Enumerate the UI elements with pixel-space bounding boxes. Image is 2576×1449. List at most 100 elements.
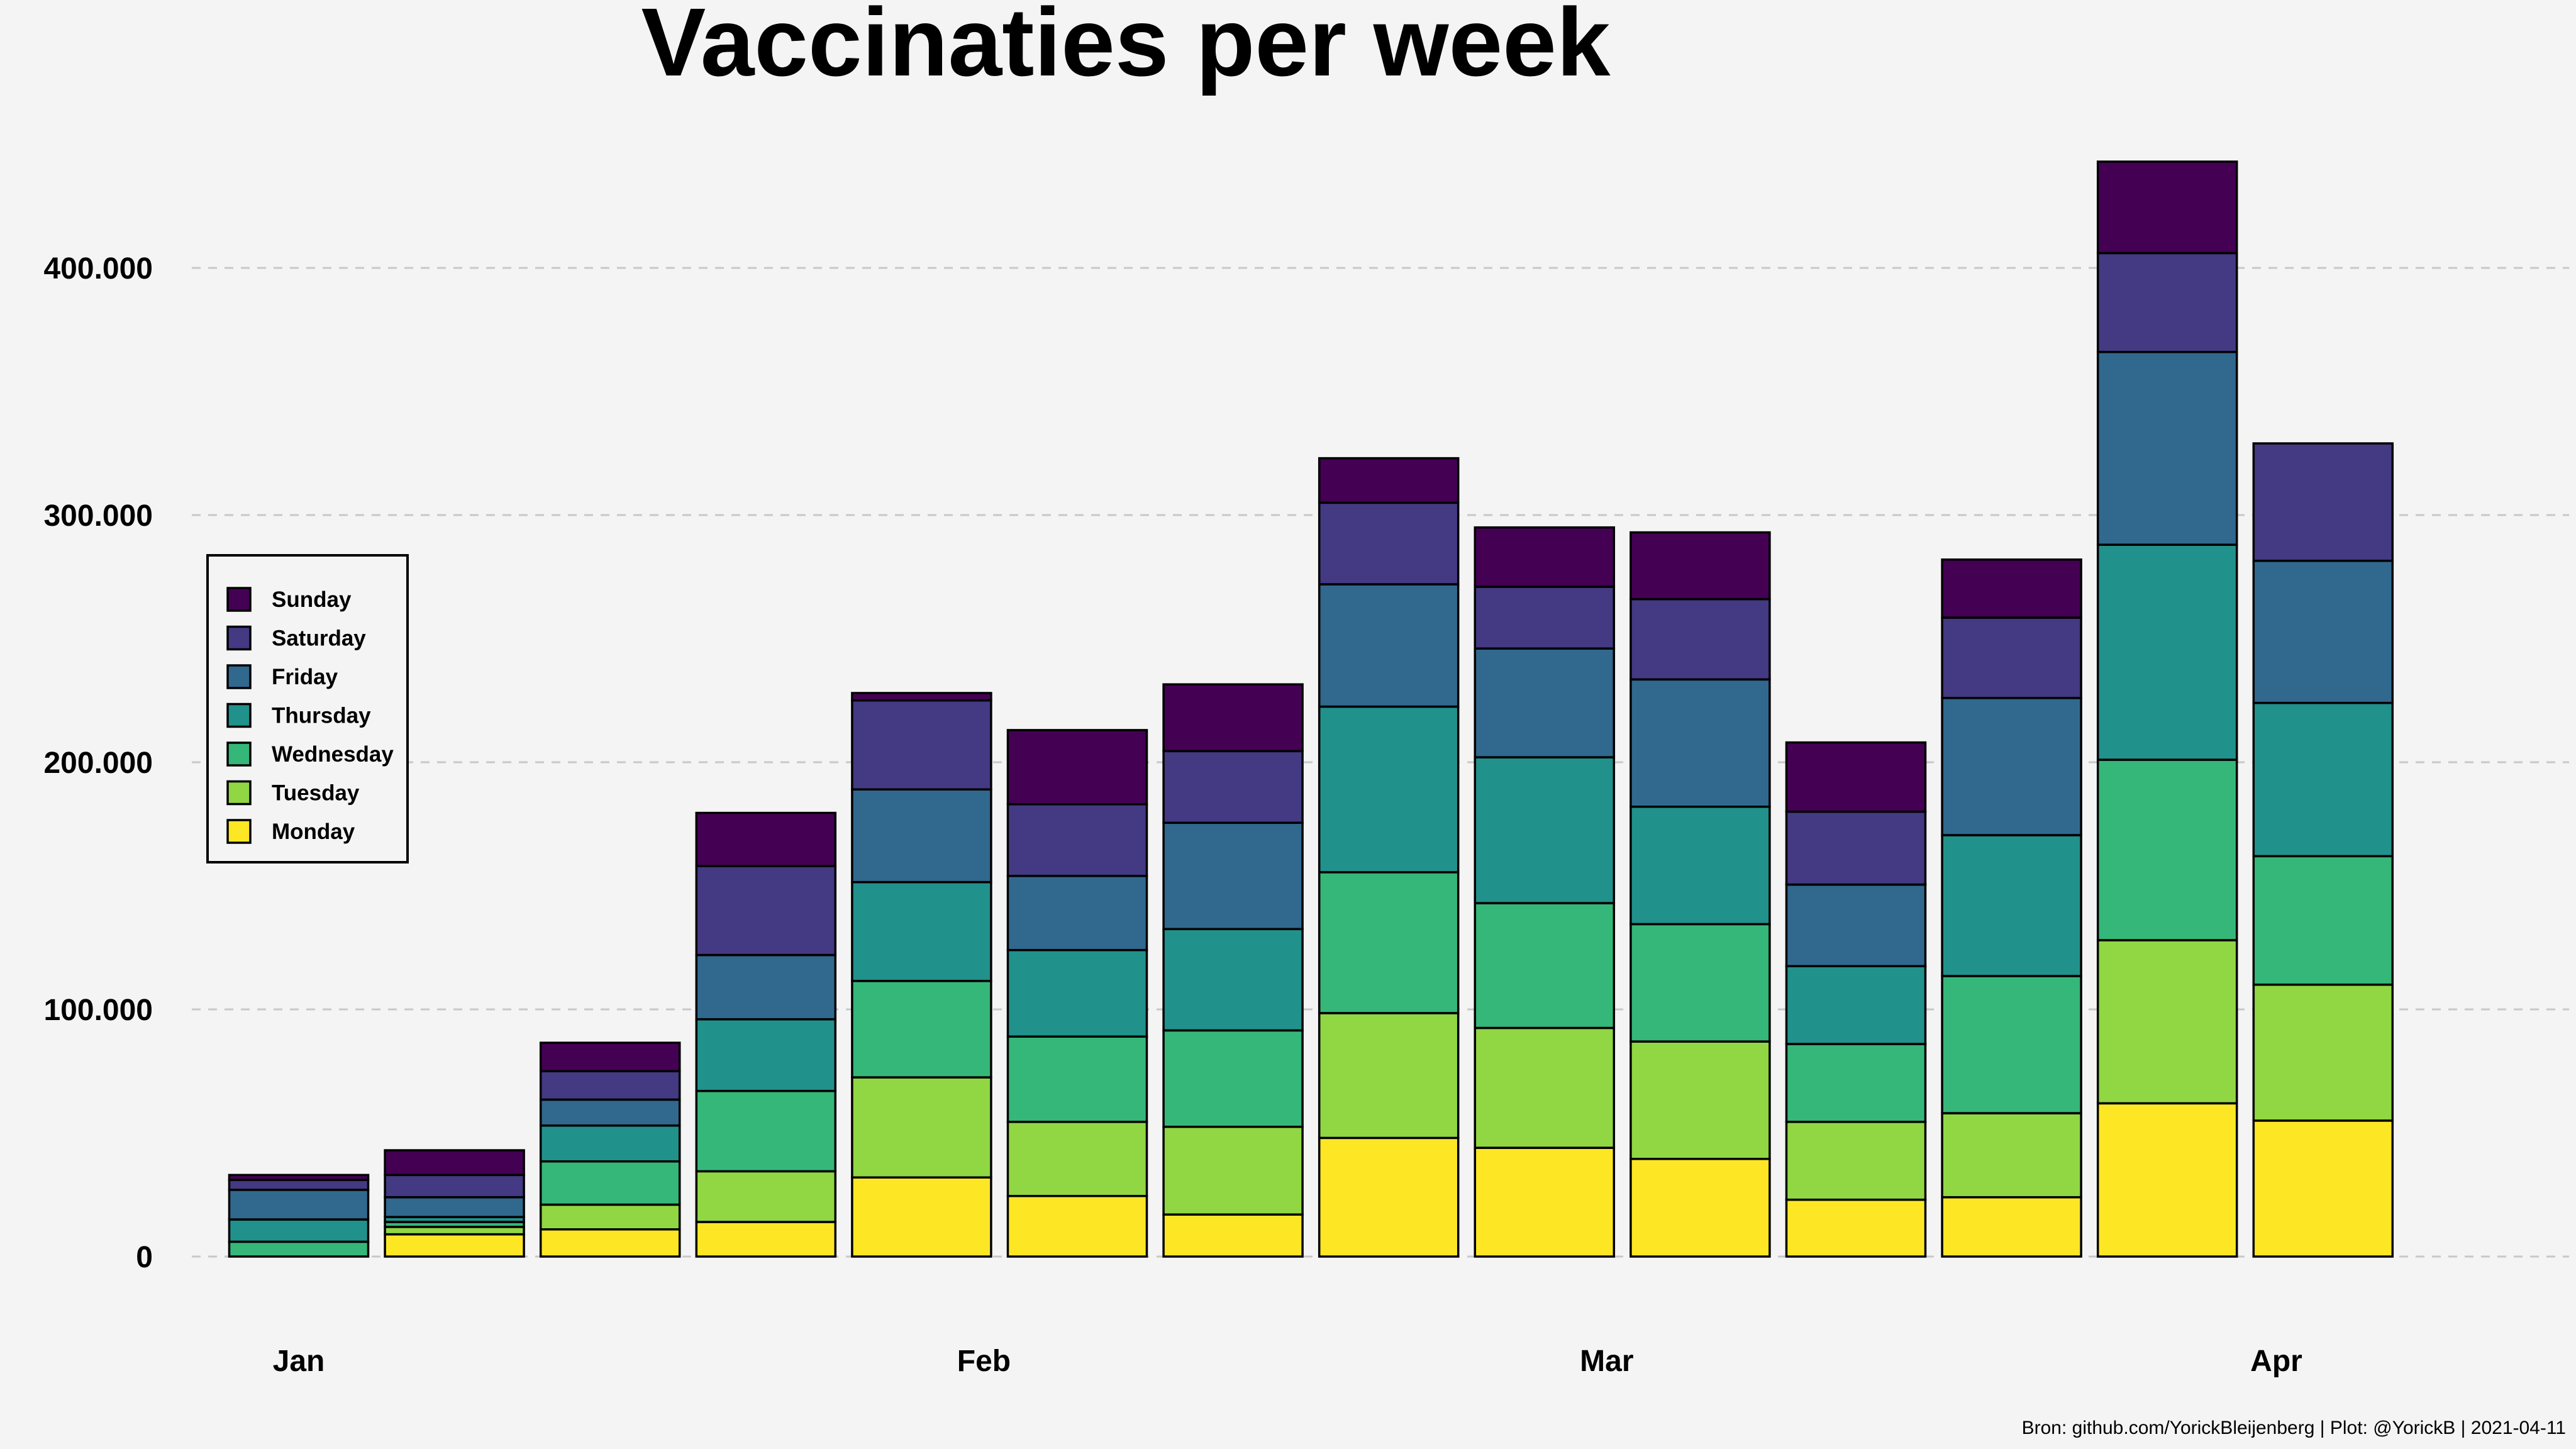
bar-segment-thursday <box>695 1018 837 1092</box>
bar-segment-tuesday <box>1941 1112 2082 1199</box>
bar-segment-thursday <box>1941 834 2082 977</box>
bar-segment-tuesday <box>851 1076 992 1179</box>
bar-segment-monday <box>1629 1158 1771 1258</box>
x-tick-label: Feb <box>957 1345 1011 1378</box>
week-bar-7 <box>1162 683 1304 1258</box>
bar-segment-tuesday <box>1474 1026 1616 1149</box>
bar-segment-wednesday <box>2096 758 2238 941</box>
bar-segment-tuesday <box>384 1226 525 1236</box>
legend-label: Sunday <box>272 587 352 612</box>
bar-segment-sunday <box>1474 526 1616 588</box>
bar-segment-monday <box>1474 1146 1616 1258</box>
bar-segment-sunday <box>2096 160 2238 255</box>
bar-segment-monday <box>1162 1213 1304 1258</box>
bar-segment-sunday <box>1318 457 1460 504</box>
legend-item-thursday: Thursday <box>226 702 371 728</box>
bar-segment-monday <box>1318 1136 1460 1258</box>
bar-segment-tuesday <box>1006 1121 1148 1197</box>
bar-segment-saturday <box>1941 616 2082 699</box>
x-axis-ticks: Jan Feb Mar Apr <box>273 1345 2302 1378</box>
bar-segment-tuesday <box>2096 939 2238 1105</box>
bar-segment-friday <box>1162 821 1304 931</box>
legend-swatch <box>226 702 252 728</box>
y-tick-label: 100.000 <box>43 994 153 1027</box>
bar-segment-sunday <box>1941 558 2082 619</box>
bar-segment-sunday <box>539 1041 681 1073</box>
bar-segment-saturday <box>695 865 837 957</box>
bar-segment-thursday <box>2096 543 2238 761</box>
bars <box>228 160 2394 1258</box>
bar-segment-saturday <box>1318 501 1460 586</box>
bar-segment-monday <box>539 1228 681 1258</box>
legend-label: Tuesday <box>272 781 360 806</box>
week-bar-3 <box>539 1041 681 1258</box>
bar-segment-sunday <box>228 1174 370 1181</box>
legend-swatch <box>226 625 252 651</box>
bar-segment-saturday <box>2096 252 2238 353</box>
bar-segment-saturday <box>384 1174 525 1199</box>
bar-segment-thursday <box>1006 948 1148 1038</box>
bar-segment-thursday <box>1629 805 1771 926</box>
bar-segment-tuesday <box>1162 1125 1304 1216</box>
bar-segment-wednesday <box>1006 1035 1148 1123</box>
bar-segment-tuesday <box>1785 1121 1927 1201</box>
bar-segment-sunday <box>1162 683 1304 753</box>
legend-swatch <box>226 587 252 612</box>
bar-segment-friday <box>851 788 992 884</box>
legend-swatch <box>226 664 252 689</box>
week-bar-8 <box>1318 457 1460 1258</box>
bar-segment-wednesday <box>2252 855 2394 986</box>
bar-segment-monday <box>1941 1196 2082 1258</box>
bar-segment-friday <box>384 1196 525 1218</box>
bar-segment-wednesday <box>1629 923 1771 1043</box>
bar-segment-thursday <box>1785 965 1927 1045</box>
bar-segment-wednesday <box>851 980 992 1079</box>
bar-segment-wednesday <box>1474 902 1616 1030</box>
bar-segment-saturday <box>539 1070 681 1101</box>
bar-segment-sunday <box>1006 729 1148 806</box>
legend-swatch <box>226 819 252 844</box>
bar-segment-saturday <box>1162 750 1304 824</box>
legend-item-wednesday: Wednesday <box>226 741 394 767</box>
week-bar-14 <box>2252 442 2394 1258</box>
legend-label: Monday <box>272 819 355 844</box>
bar-segment-sunday <box>1629 531 1771 601</box>
bar-segment-wednesday <box>1941 975 2082 1114</box>
bar-segment-wednesday <box>539 1160 681 1206</box>
bar-segment-tuesday <box>2252 983 2394 1122</box>
bar-segment-friday <box>695 953 837 1021</box>
x-tick-label: Mar <box>1580 1345 1633 1378</box>
chart-title: Vaccinaties per week <box>641 0 1611 96</box>
bar-segment-saturday <box>1629 597 1771 681</box>
week-bar-4 <box>695 811 837 1258</box>
week-bar-9 <box>1474 526 1616 1258</box>
bar-segment-saturday <box>228 1179 370 1191</box>
legend-label: Friday <box>272 665 338 689</box>
y-axis-ticks: 0 100.000 200.000 300.000 400.000 <box>43 252 153 1274</box>
bar-segment-sunday <box>384 1149 525 1177</box>
bar-segment-monday <box>695 1221 837 1258</box>
week-bar-10 <box>1629 531 1771 1258</box>
y-tick-label: 300.000 <box>43 499 153 533</box>
week-bar-6 <box>1006 729 1148 1258</box>
y-tick-label: 400.000 <box>43 252 153 286</box>
legend: Sunday Saturday Friday Thursday Wednesday Tue… <box>206 554 409 863</box>
x-tick-label: Apr <box>2250 1345 2302 1378</box>
legend-swatch <box>226 780 252 806</box>
bar-segment-wednesday <box>1162 1029 1304 1128</box>
week-bar-13 <box>2096 160 2238 1258</box>
bar-segment-friday <box>1629 678 1771 808</box>
bar-segment-sunday <box>1785 741 1927 813</box>
bar-segment-wednesday <box>228 1240 370 1258</box>
bar-segment-monday <box>2096 1102 2238 1258</box>
bar-segment-thursday <box>228 1218 370 1243</box>
week-bar-12 <box>1941 558 2082 1258</box>
y-tick-label: 0 <box>136 1241 153 1274</box>
bar-segment-friday <box>539 1098 681 1127</box>
legend-item-saturday: Saturday <box>226 625 366 651</box>
x-tick-label: Jan <box>273 1345 325 1378</box>
legend-label: Wednesday <box>272 742 394 767</box>
bar-segment-saturday <box>1474 586 1616 650</box>
bar-segment-saturday <box>2252 442 2394 562</box>
